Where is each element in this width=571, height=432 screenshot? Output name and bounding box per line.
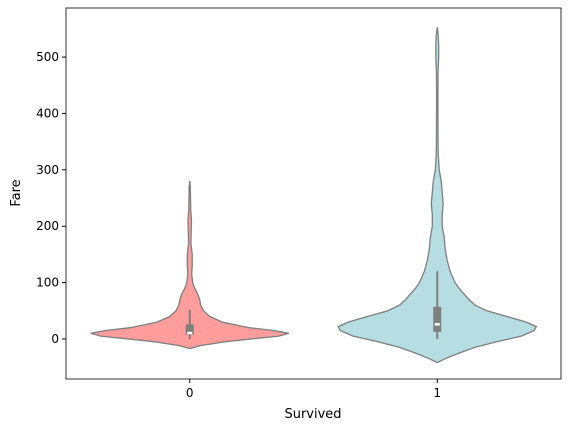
x-axis-title: Survived xyxy=(284,407,341,422)
violin xyxy=(337,27,538,364)
y-axis-title: Fare xyxy=(9,179,24,206)
y-tick-label: 0 xyxy=(51,332,59,346)
y-tick-label: 100 xyxy=(36,276,59,290)
violin xyxy=(90,181,289,350)
y-tick-label: 400 xyxy=(36,106,59,120)
y-tick-label: 300 xyxy=(36,163,59,177)
plot-frame xyxy=(65,7,562,380)
y-tick-label: 200 xyxy=(36,219,59,233)
box xyxy=(433,306,442,332)
box xyxy=(185,324,194,335)
x-tick-label: 1 xyxy=(433,386,441,400)
y-tick-label: 500 xyxy=(36,50,59,64)
x-tick-label: 0 xyxy=(186,386,194,400)
